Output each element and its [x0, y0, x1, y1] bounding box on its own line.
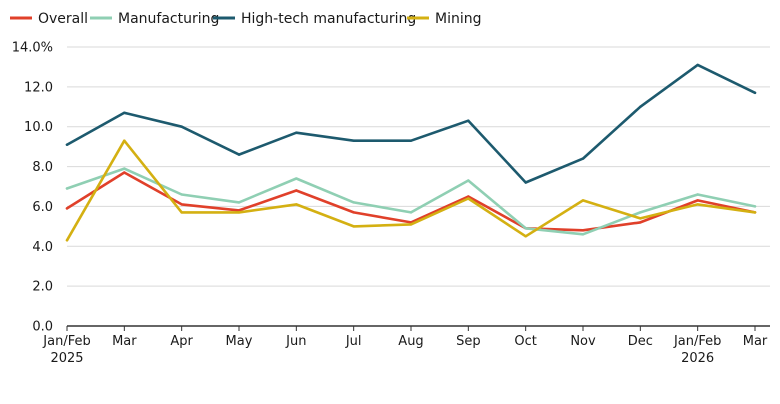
x-tick-label: Jan/Feb 2025 [42, 334, 90, 366]
data-point [295, 203, 298, 206]
x-tick-label: Jan/Feb 2026 [673, 334, 721, 366]
data-point [467, 197, 470, 200]
legend-label: High-tech manufacturing [241, 11, 416, 27]
data-point [696, 203, 699, 206]
data-point [581, 229, 585, 232]
data-point [696, 63, 699, 67]
y-tick-label: 6.0 [32, 200, 53, 215]
data-point [581, 157, 585, 160]
series-line-high-tech-manufacturing [65, 63, 757, 184]
data-point [524, 227, 527, 230]
data-point [524, 235, 527, 238]
data-point [467, 179, 470, 182]
x-tick-label: May [226, 334, 253, 349]
data-point [65, 239, 69, 242]
data-point [467, 119, 470, 122]
data-point [237, 201, 241, 204]
data-point [639, 217, 642, 220]
data-point [180, 125, 183, 128]
y-tick-label: 12.0 [24, 80, 53, 95]
x-tick-label: Sep [456, 334, 481, 349]
data-point [581, 233, 585, 236]
data-point [639, 105, 642, 108]
data-point [123, 139, 126, 142]
data-point [467, 195, 470, 198]
data-point [123, 171, 126, 174]
data-point [409, 139, 413, 142]
data-point [753, 205, 757, 208]
data-point [352, 201, 355, 204]
data-point [352, 139, 355, 142]
series-lines [65, 63, 757, 242]
data-point [409, 223, 413, 226]
data-point [295, 177, 298, 180]
x-tick-label: Nov [570, 334, 596, 349]
data-point [524, 181, 527, 184]
data-point [180, 193, 183, 196]
data-point [696, 193, 699, 196]
x-tick-label: Apr [170, 334, 193, 349]
legend: Overall Manufacturing High-tech manufactur… [10, 11, 482, 27]
data-point [352, 225, 355, 228]
y-tick-label: 4.0 [32, 240, 53, 255]
y-tick-label: 14.0% [12, 41, 53, 56]
data-point [753, 211, 757, 214]
legend-label: Overall [38, 11, 88, 27]
data-point [180, 203, 183, 206]
data-point [237, 153, 241, 156]
x-tick-label: Jun [285, 334, 306, 349]
data-point [753, 91, 757, 95]
data-point [123, 111, 126, 114]
x-tick-label: Aug [398, 334, 423, 349]
data-point [409, 211, 413, 214]
data-point [581, 199, 585, 202]
x-tick-label: Oct [514, 334, 536, 349]
x-tick-label: Dec [628, 334, 653, 349]
y-tick-label: 10.0 [24, 120, 53, 135]
legend-label: Mining [435, 11, 482, 27]
y-tick-label: 2.0 [32, 280, 53, 295]
data-point [295, 189, 298, 192]
x-tick-label: Mar [743, 334, 768, 349]
data-point [696, 199, 699, 202]
legend-label: Manufacturing [118, 11, 219, 27]
data-point [180, 211, 183, 214]
data-point [65, 187, 69, 190]
data-point [295, 131, 298, 134]
data-point [237, 211, 241, 214]
x-tick-label: Jul [345, 334, 362, 349]
data-point [639, 221, 642, 224]
data-point [65, 207, 69, 210]
data-point [65, 143, 69, 146]
data-point [639, 211, 642, 214]
axes: 0.0 2.0 4.0 6.0 8.0 10.0 12.0 14.0% Jan/Feb 2025 M… [12, 41, 768, 367]
x-tick-label: Mar [112, 334, 137, 349]
y-tick-label: 8.0 [32, 160, 53, 175]
data-point [123, 167, 126, 170]
y-tick-label: 0.0 [32, 320, 53, 335]
data-point [352, 211, 355, 214]
